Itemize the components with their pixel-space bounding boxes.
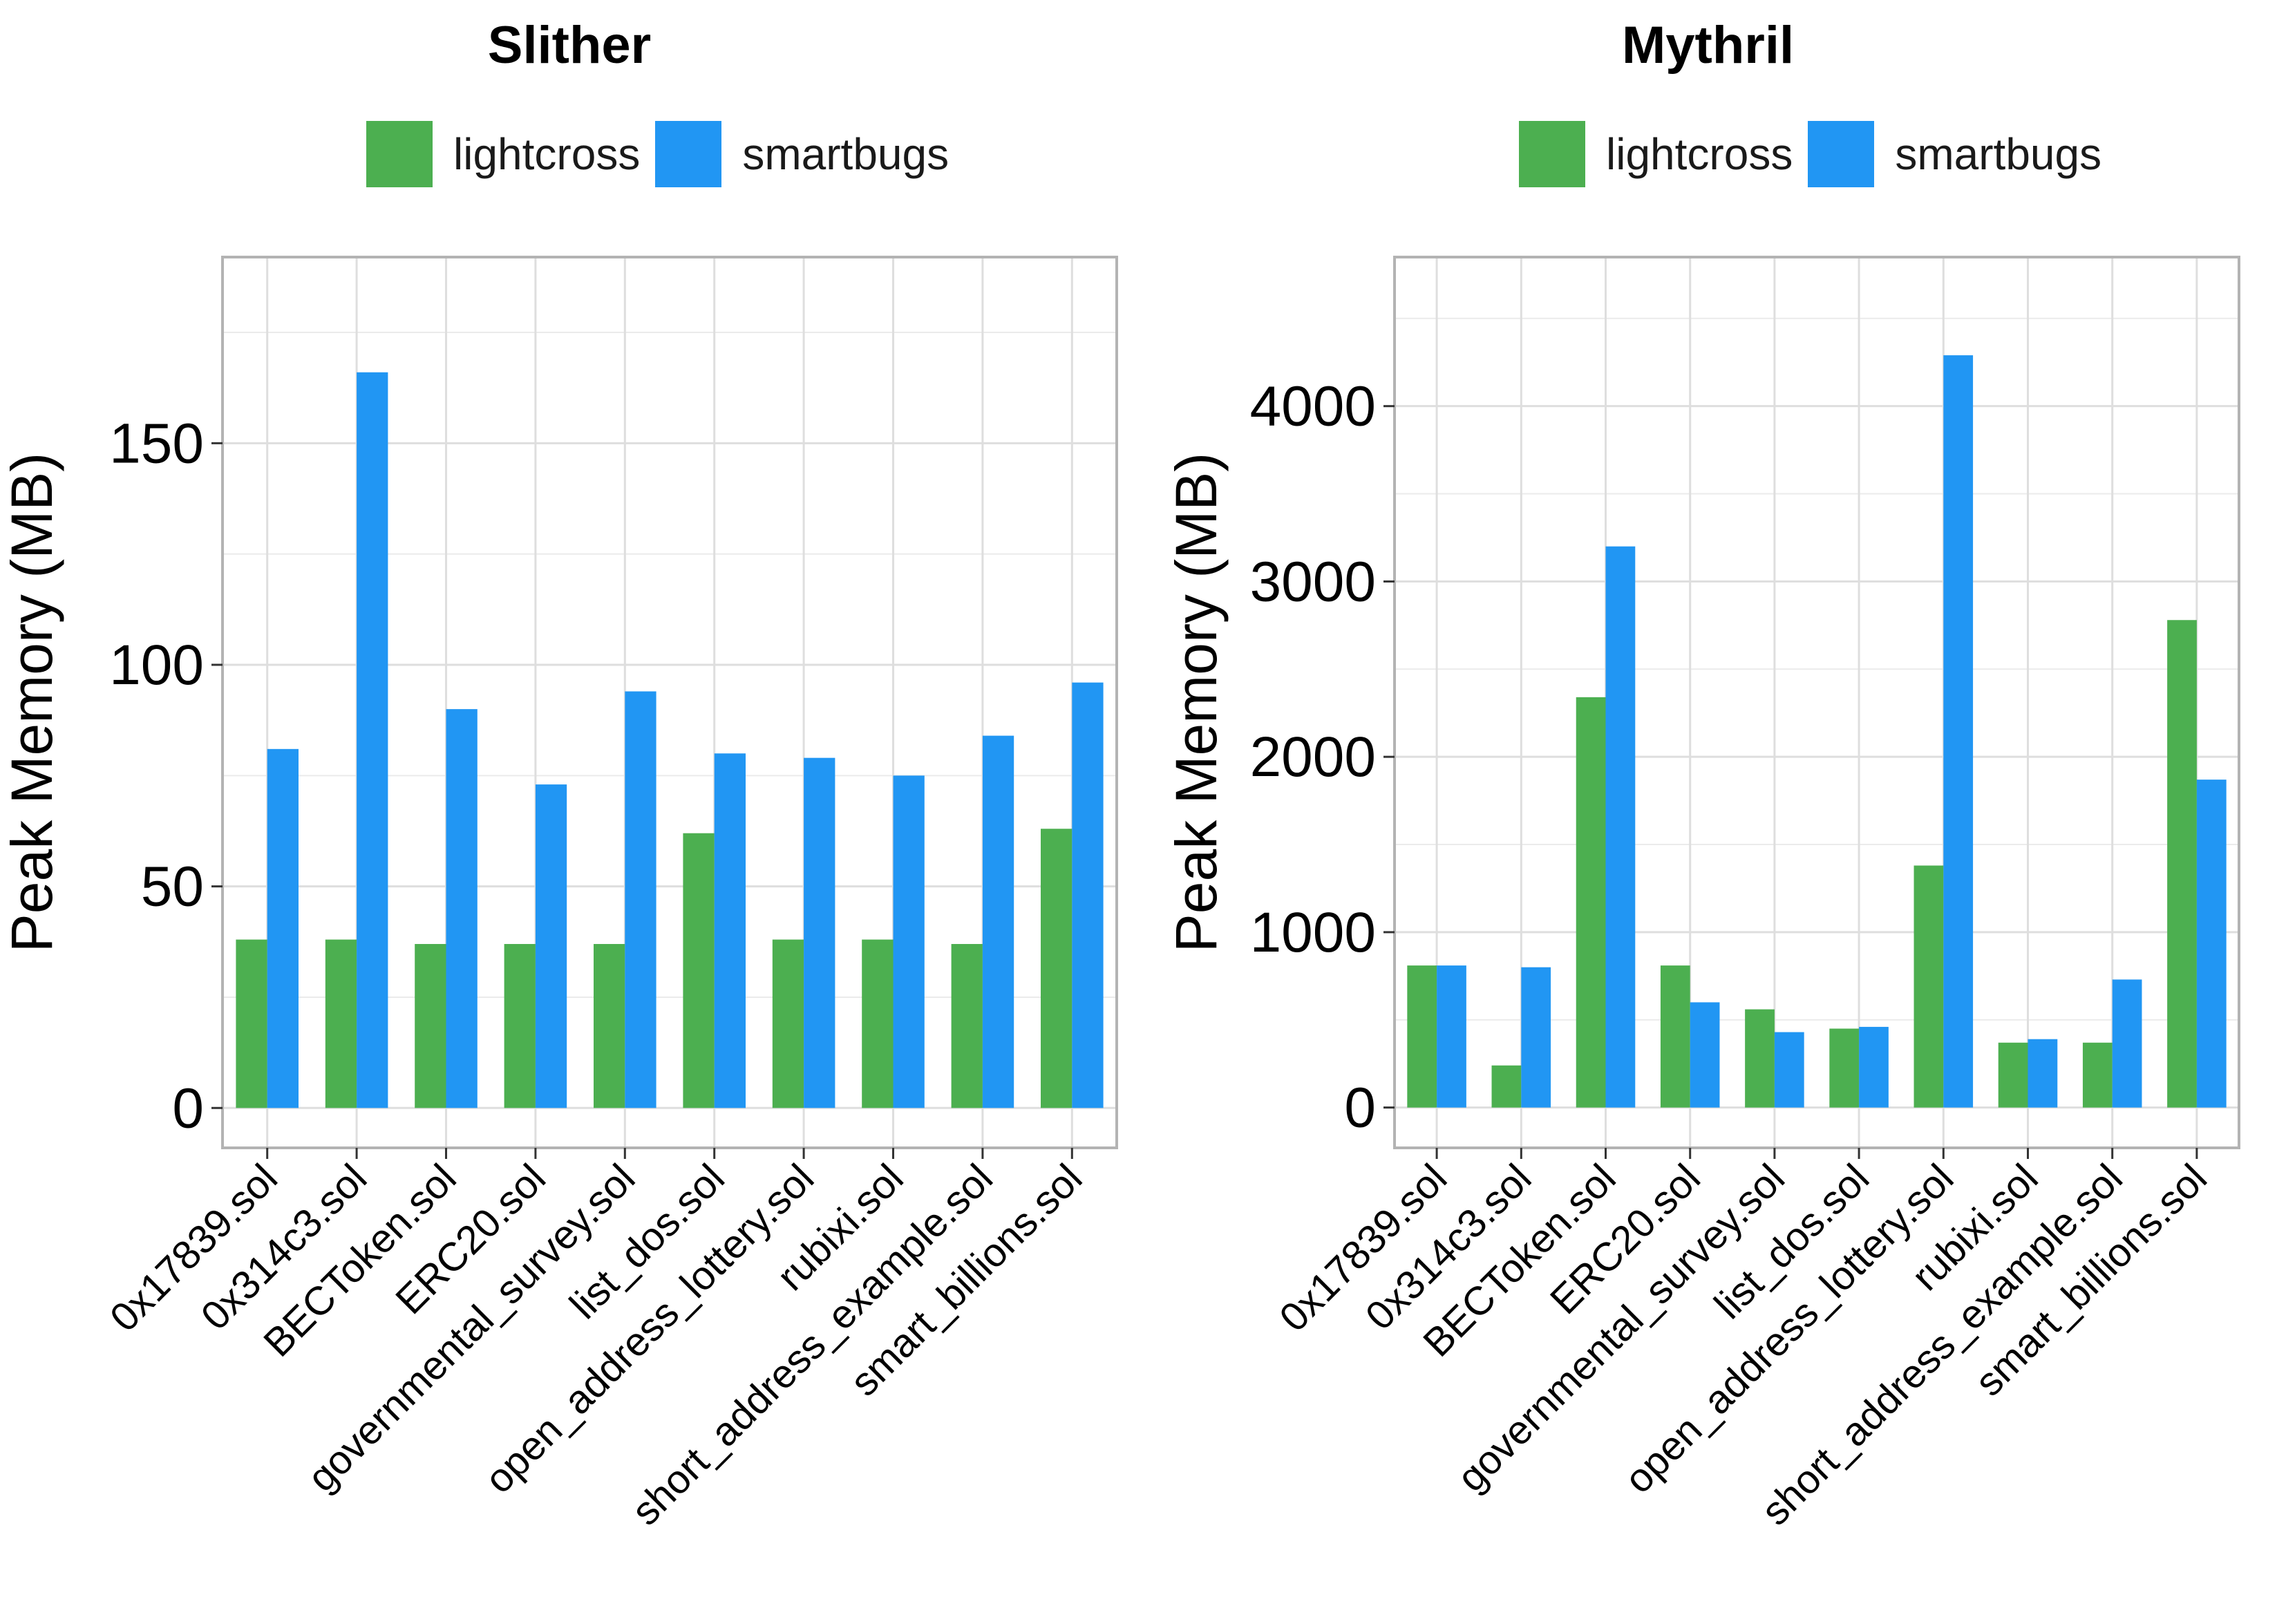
bar-lightcross [1829,1028,1860,1108]
legend: lightcross smartbugs [1519,116,2117,192]
bar-smartbugs [804,757,835,1108]
y-axis-title: Peak Memory (MB) [1164,453,1229,952]
bar-lightcross [1041,829,1073,1108]
chart-title: Slither [487,16,652,75]
mythril-chart: 010002000300040000x17839.sol0x314c3.solB… [1164,256,2240,1534]
legend: lightcross smartbugs [366,116,964,192]
legend-item-smartbugs: smartbugs [1808,121,2101,187]
y-tick-label: 100 [109,634,204,697]
bar-lightcross [2167,620,2197,1108]
bar-smartbugs [1521,967,1551,1108]
bar-smartbugs [625,691,656,1108]
legend-swatch-smartbugs [1808,121,1875,187]
bar-smartbugs [357,372,388,1108]
legend-label: smartbugs [742,129,949,179]
bar-lightcross [1914,865,1944,1108]
bar-lightcross [325,939,357,1108]
bar-smartbugs [535,784,567,1108]
bar-lightcross [1745,1009,1775,1108]
plot-border [1393,256,2240,1149]
y-tick-label: 2000 [1250,726,1376,789]
chart-title: Mythril [1621,16,1795,75]
y-tick-label: 150 [109,412,204,475]
bar-smartbugs [1072,682,1104,1108]
bar-smartbugs [893,775,925,1108]
legend-swatch-lightcross [366,121,433,187]
y-tick-label: 1000 [1250,901,1376,964]
legend-label: smartbugs [1895,129,2102,179]
bar-lightcross [504,944,536,1108]
bar-lightcross [594,944,625,1108]
bar-lightcross [1998,1042,2028,1108]
bar-lightcross [772,939,804,1108]
y-tick-label: 0 [172,1077,204,1140]
bar-lightcross [951,944,983,1108]
bar-lightcross [415,944,446,1108]
bar-smartbugs [1859,1026,1889,1108]
legend-item-smartbugs: smartbugs [655,121,949,187]
slither-panel: 0 50 100 150 0x17839.sol 0x314c3.sol BECToken.… [0,16,1118,1534]
mythril-panel: 0 1000 2000 3000 4000 0x17839.sol 0x314c3.sol B… [1139,0,2277,1624]
plot-border [221,256,1118,1149]
bar-lightcross [1576,697,1606,1108]
bars [1407,355,2227,1108]
bar-smartbugs [2028,1039,2058,1108]
bar-smartbugs [2196,780,2227,1108]
bar-lightcross [1491,1065,1522,1108]
bar-lightcross [2082,1042,2113,1108]
bar-lightcross [862,939,894,1108]
bar-smartbugs [2112,979,2142,1108]
legend-swatch-lightcross [1519,121,1585,187]
bar-smartbugs [1943,355,1974,1108]
bar-smartbugs [446,709,478,1108]
y-tick-label: 4000 [1250,375,1376,438]
legend-label: lightcross [1606,129,1793,179]
y-axis-title: Peak Memory (MB) [0,453,64,952]
bar-lightcross [683,833,715,1108]
bar-smartbugs [982,735,1014,1108]
slither-chart: 0501001500x17839.sol0x314c3.solBECToken.… [0,256,1118,1534]
bar-smartbugs [1690,1002,1720,1108]
legend-item-lightcross: lightcross [1519,121,1793,187]
legend-swatch-smartbugs [655,121,722,187]
bar-smartbugs [714,753,746,1108]
bars [236,372,1104,1108]
bar-smartbugs [267,748,299,1108]
bar-lightcross [1660,965,1690,1108]
legend-label: lightcross [453,129,641,179]
y-tick-label: 50 [141,856,204,918]
bar-smartbugs [1605,546,1636,1108]
bar-smartbugs [1437,965,1466,1108]
bar-lightcross [1407,965,1437,1108]
y-tick-label: 3000 [1250,550,1376,613]
legend-item-lightcross: lightcross [366,121,640,187]
bar-smartbugs [1774,1032,1804,1108]
bar-lightcross [236,939,267,1108]
y-tick-label: 0 [1344,1077,1376,1140]
